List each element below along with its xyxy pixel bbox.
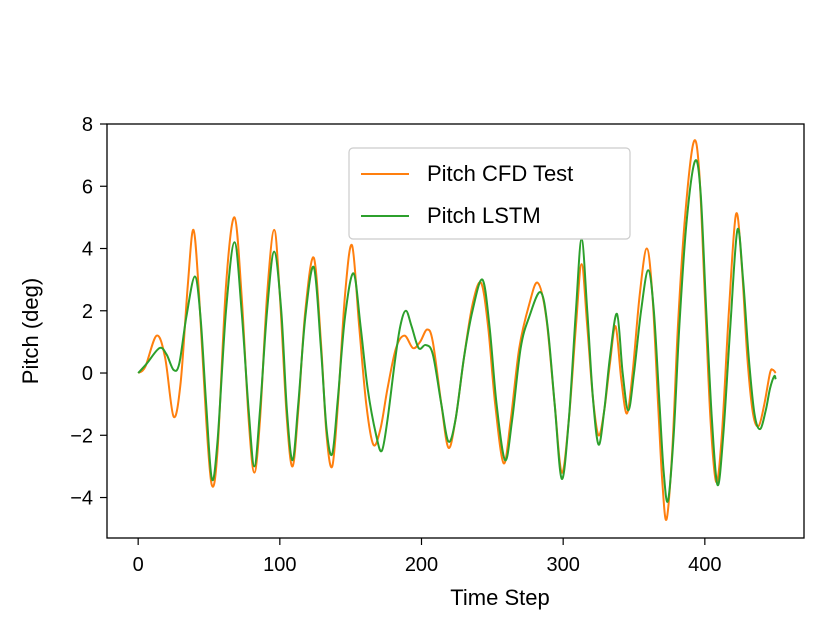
x-tick-label: 0 bbox=[133, 554, 144, 576]
x-axis: 0 100 200 300 400 bbox=[133, 538, 722, 576]
y-tick-label: −2 bbox=[70, 425, 93, 447]
y-tick-label: 8 bbox=[82, 114, 93, 136]
y-tick-label: −4 bbox=[70, 488, 93, 510]
legend-box bbox=[348, 147, 631, 240]
y-axis-label: Pitch (deg) bbox=[18, 278, 43, 384]
x-axis-label: Time Step bbox=[450, 585, 549, 610]
series-layer bbox=[137, 139, 777, 521]
y-tick-label: 6 bbox=[82, 176, 93, 198]
y-axis: −4 −2 0 2 4 6 8 bbox=[70, 114, 107, 510]
x-tick-label: 100 bbox=[263, 554, 296, 576]
legend-label-pitch-cfd-test: Pitch CFD Test bbox=[427, 161, 573, 186]
y-tick-label: 2 bbox=[82, 301, 93, 323]
y-tick-label: 4 bbox=[82, 239, 93, 261]
plot-frame bbox=[106, 123, 805, 539]
legend-label-pitch-lstm: Pitch LSTM bbox=[427, 203, 541, 228]
x-tick-label: 300 bbox=[546, 554, 579, 576]
series-line-pitch-lstm bbox=[137, 159, 777, 503]
legend: Pitch CFD Test Pitch LSTM bbox=[348, 147, 631, 240]
y-tick-label: 0 bbox=[82, 363, 93, 385]
x-tick-label: 200 bbox=[405, 554, 438, 576]
x-tick-label: 400 bbox=[688, 554, 721, 576]
